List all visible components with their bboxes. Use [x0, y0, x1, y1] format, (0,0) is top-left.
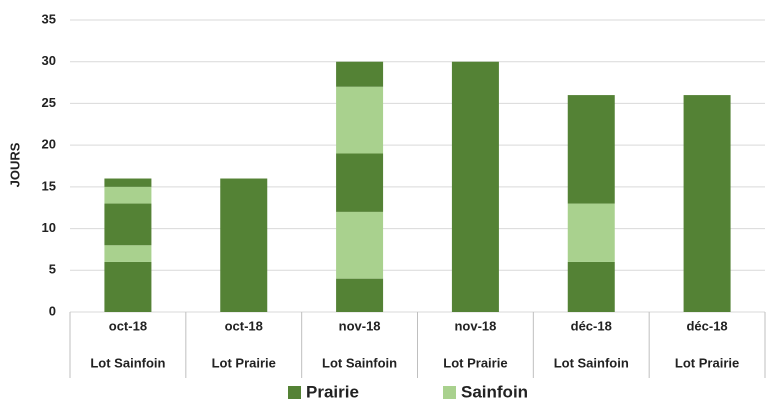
y-tick-label: 10: [42, 220, 56, 235]
y-tick-label: 15: [42, 178, 56, 193]
bar-segment: [336, 61, 384, 87]
x-tick-label: déc-18: [571, 318, 612, 333]
x-tick-label: Lot Sainfoin: [322, 355, 397, 370]
bar-segment: [567, 261, 615, 312]
x-tick-label: Lot Prairie: [675, 355, 739, 370]
y-tick-label: 20: [42, 137, 56, 152]
bar-segment: [336, 278, 384, 312]
y-tick-label: 30: [42, 53, 56, 68]
x-tick-label: Lot Prairie: [443, 355, 507, 370]
bar-segment: [220, 178, 268, 312]
y-tick-label: 35: [42, 11, 56, 26]
y-tick-label: 5: [49, 262, 56, 277]
x-tick-label: Lot Sainfoin: [90, 355, 165, 370]
bar-segment: [336, 153, 384, 212]
legend-swatch: [288, 386, 301, 399]
y-axis-label: JOURS: [7, 142, 22, 187]
x-tick-label: nov-18: [454, 318, 496, 333]
legend-label: Sainfoin: [461, 382, 528, 401]
legend-label: Prairie: [306, 382, 359, 401]
legend-swatch: [443, 386, 456, 399]
bar-segment: [451, 61, 499, 312]
x-tick-label: déc-18: [686, 318, 727, 333]
x-tick-label: oct-18: [225, 318, 263, 333]
y-tick-label: 25: [42, 95, 56, 110]
y-tick-label: 0: [49, 303, 56, 318]
bar-segment: [104, 261, 152, 312]
bar-segment: [336, 211, 384, 279]
bar-segment: [104, 178, 152, 187]
bar-segment: [104, 203, 152, 246]
bar-segment: [567, 95, 615, 204]
x-tick-label: oct-18: [109, 318, 147, 333]
bar-segment: [336, 86, 384, 154]
x-tick-label: Lot Sainfoin: [554, 355, 629, 370]
bar-segment: [104, 186, 152, 204]
bar-segment: [104, 245, 152, 262]
x-tick-label: nov-18: [339, 318, 381, 333]
bar-segment: [683, 95, 731, 312]
bar-segment: [567, 203, 615, 262]
x-tick-label: Lot Prairie: [212, 355, 276, 370]
